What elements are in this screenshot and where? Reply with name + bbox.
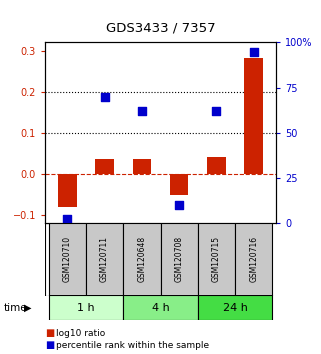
- Text: ■: ■: [45, 329, 54, 338]
- Point: [214, 108, 219, 114]
- Text: GSM120716: GSM120716: [249, 236, 258, 282]
- Text: GSM120711: GSM120711: [100, 236, 109, 282]
- Bar: [244, 58, 263, 174]
- Text: GDS3433 / 7357: GDS3433 / 7357: [106, 21, 215, 34]
- Point: [177, 202, 182, 208]
- Text: percentile rank within the sample: percentile rank within the sample: [56, 341, 209, 350]
- Text: GSM120715: GSM120715: [212, 236, 221, 282]
- Text: ■: ■: [45, 340, 54, 350]
- Text: GSM120708: GSM120708: [175, 236, 184, 282]
- Bar: [49, 223, 86, 296]
- Text: GSM120710: GSM120710: [63, 236, 72, 282]
- Text: 24 h: 24 h: [223, 303, 247, 313]
- Bar: [123, 223, 160, 296]
- Bar: [207, 158, 226, 174]
- Bar: [198, 295, 272, 320]
- Text: 1 h: 1 h: [77, 303, 95, 313]
- Text: log10 ratio: log10 ratio: [56, 329, 105, 338]
- Bar: [123, 295, 198, 320]
- Bar: [160, 223, 198, 296]
- Bar: [133, 159, 151, 174]
- Text: 4 h: 4 h: [152, 303, 169, 313]
- Bar: [170, 174, 188, 195]
- Bar: [86, 223, 123, 296]
- Point: [65, 217, 70, 222]
- Text: ▶: ▶: [23, 303, 31, 313]
- Bar: [58, 174, 77, 207]
- Text: time: time: [3, 303, 27, 313]
- Bar: [49, 295, 123, 320]
- Bar: [198, 223, 235, 296]
- Text: GSM120648: GSM120648: [137, 236, 146, 282]
- Point: [102, 94, 107, 99]
- Point: [251, 49, 256, 55]
- Point: [139, 108, 144, 114]
- Bar: [235, 223, 272, 296]
- Bar: [95, 159, 114, 174]
